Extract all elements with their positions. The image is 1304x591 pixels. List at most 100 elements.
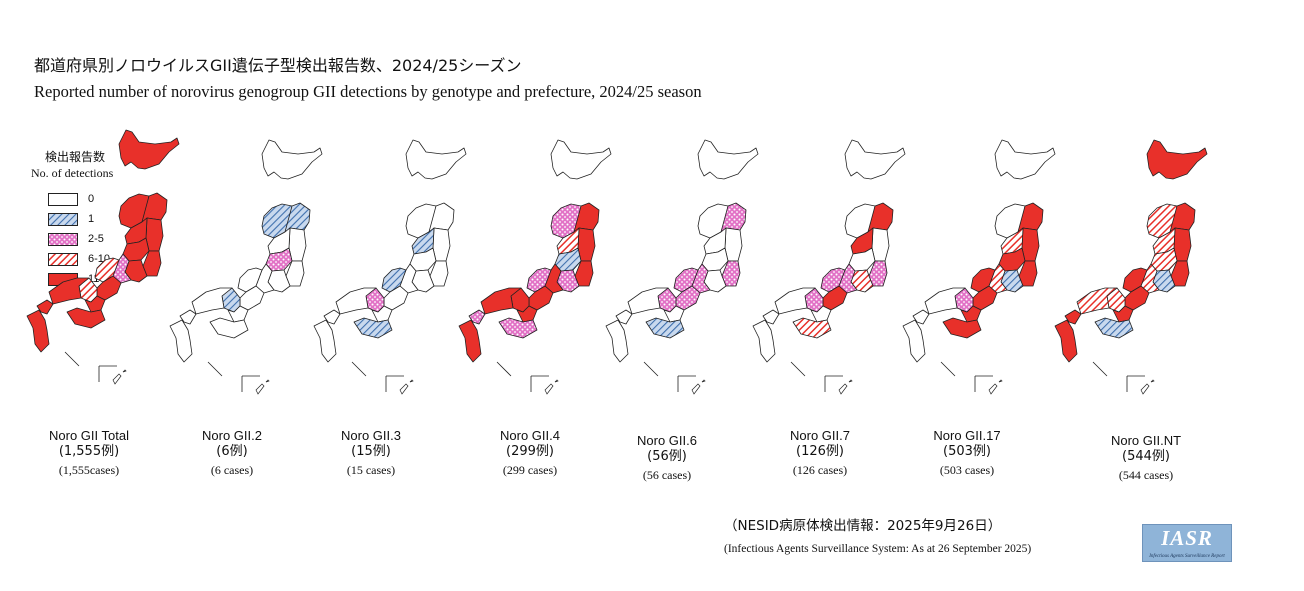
japan-map-2: [169, 139, 323, 395]
count-english: (6 cases): [210, 463, 254, 477]
source-english: (Infectious Agents Surveillance System: …: [724, 543, 1032, 555]
map-caption: Noro GII.7 (126例) (126 cases): [750, 428, 890, 479]
prefecture-region: [792, 317, 832, 339]
count-japanese: (544例): [1122, 449, 1170, 464]
count-english: (1,555cases): [58, 463, 120, 477]
prefecture-region: [26, 309, 50, 353]
count-japanese: (126例): [796, 444, 844, 459]
japan-map-1: [26, 129, 180, 385]
legend-item-6-10: 6-10: [48, 252, 110, 266]
prefecture-region: [627, 287, 669, 315]
iasr-logo-subtitle: Infectious Agents Surveillance Report: [1149, 554, 1225, 559]
iasr-logo-text: IASR: [1161, 526, 1213, 550]
count-english: (126 cases): [792, 463, 848, 477]
genotype-name: Noro GII.17: [933, 428, 1001, 443]
prefecture-region: [145, 217, 164, 252]
japan-map-7: [902, 139, 1056, 395]
prefecture-region: [288, 227, 307, 262]
japan-map-5: [605, 139, 759, 395]
prefecture-region: [724, 227, 743, 262]
map-caption: Noro GII.2 (6例) (6 cases): [162, 428, 302, 479]
count-japanese: (299例): [506, 444, 554, 459]
prefecture-region: [1076, 287, 1118, 315]
genotype-name: Noro GII.2: [202, 428, 262, 443]
prefecture-region: [550, 139, 612, 180]
prefecture-region: [902, 319, 926, 363]
legend-swatch-pink-dots: [48, 232, 78, 246]
prefecture-region: [468, 309, 486, 325]
prefecture-region: [48, 277, 90, 305]
prefecture-region: [209, 317, 249, 339]
genotype-name: Noro GII.NT: [1110, 433, 1182, 448]
legend-item-2-5: 2-5: [48, 232, 104, 246]
prefecture-region: [605, 319, 629, 363]
prefecture-region: [844, 139, 906, 180]
legend-title-japanese: 検出報告数: [45, 150, 106, 164]
map-caption: Noro GII.NT (544例) (544 cases): [1076, 433, 1216, 484]
count-japanese: (15例): [351, 444, 391, 459]
okinawa-inset-lines: [351, 361, 404, 392]
genotype-name: Noro GII.4: [500, 428, 560, 443]
count-japanese: (56例): [647, 449, 687, 464]
count-english: (503 cases): [939, 463, 995, 477]
prefecture-region: [335, 287, 377, 315]
legend-swatch-blue-hatch: [48, 212, 78, 226]
okinawa-island: [838, 379, 853, 395]
okinawa-island: [544, 379, 559, 395]
okinawa-island: [399, 379, 414, 395]
japan-map-6: [752, 139, 906, 395]
okinawa-inset-lines: [496, 361, 549, 392]
prefecture-region: [774, 287, 816, 315]
legend-label: 1: [88, 213, 95, 225]
prefecture-region: [752, 319, 776, 363]
okinawa-island: [112, 369, 127, 385]
prefecture-region: [261, 139, 323, 180]
okinawa-inset-lines: [1092, 361, 1145, 392]
legend-swatch-red-hatch: [48, 252, 78, 266]
legend-title-english: No. of detections: [31, 166, 114, 180]
legend-item-1: 1: [48, 212, 94, 226]
prefecture-region: [1064, 309, 1082, 325]
prefecture-region: [118, 129, 180, 170]
title-japanese: 都道府県別ノロウイルスGII遺伝子型検出報告数、2024/25シーズン: [34, 56, 522, 75]
genotype-name: Noro GII Total: [49, 428, 129, 443]
prefecture-region: [924, 287, 966, 315]
prefecture-region: [480, 287, 522, 315]
okinawa-inset-lines: [940, 361, 993, 392]
count-english: (56 cases): [642, 468, 692, 482]
prefecture-region: [645, 317, 685, 339]
prefecture-region: [405, 139, 467, 180]
legend-swatch-white: [48, 192, 78, 206]
prefecture-region: [912, 309, 930, 325]
okinawa-island: [691, 379, 706, 395]
prefecture-region: [169, 319, 193, 363]
okinawa-inset-lines: [643, 361, 696, 392]
prefecture-region: [1054, 319, 1078, 363]
japan-map-8: [1054, 139, 1208, 395]
okinawa-island: [1140, 379, 1155, 395]
prefecture-region: [942, 317, 982, 339]
genotype-name: Noro GII.3: [341, 428, 401, 443]
map-caption: Noro GII.3 (15例) (15 cases): [301, 428, 441, 479]
prefecture-region: [36, 299, 54, 315]
prefecture-region: [313, 319, 337, 363]
japan-map-4: [458, 139, 612, 395]
legend-item-0: 0: [48, 192, 94, 206]
okinawa-island: [988, 379, 1003, 395]
legend-label: 0: [88, 193, 95, 205]
okinawa-inset-lines: [790, 361, 843, 392]
prefecture-region: [323, 309, 341, 325]
genotype-name: Noro GII.7: [790, 428, 850, 443]
map-caption: Noro GII.4 (299例) (299 cases): [460, 428, 600, 479]
map-caption: Noro GII.6 (56例) (56 cases): [597, 433, 737, 484]
prefecture-region: [994, 139, 1056, 180]
prefecture-region: [1173, 227, 1192, 262]
count-japanese: (1,555例): [58, 444, 120, 459]
iasr-logo: IASR Infectious Agents Surveillance Repo…: [1142, 524, 1232, 562]
legend-label: 2-5: [88, 233, 104, 245]
map-caption: Noro GII.17 (503例) (503 cases): [897, 428, 1037, 479]
title-english: Reported number of norovirus genogroup G…: [34, 82, 702, 101]
count-english: (299 cases): [502, 463, 558, 477]
prefecture-region: [762, 309, 780, 325]
